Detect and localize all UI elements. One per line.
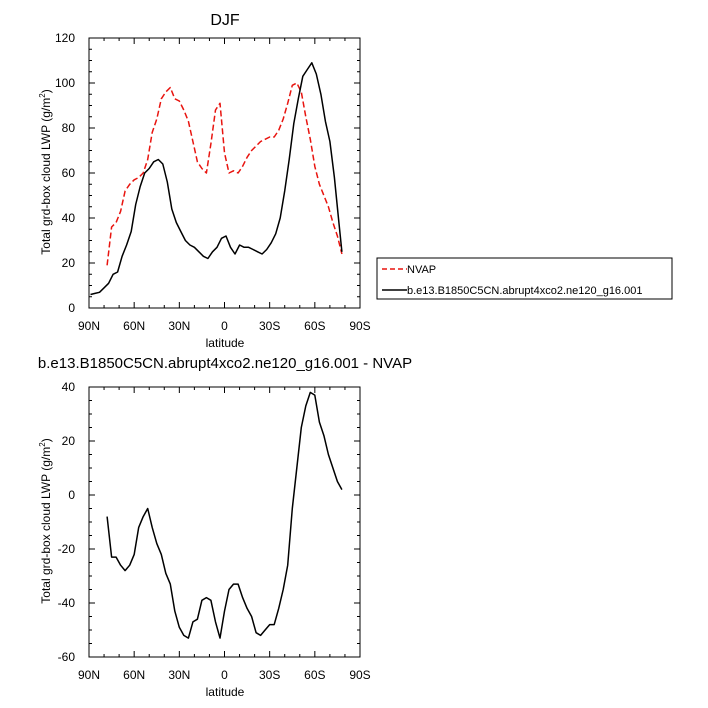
bottom-x-axis-label: latitude bbox=[206, 685, 245, 699]
bottom-plot-lines bbox=[106, 391, 343, 639]
svg-text:Total grd-box cloud LWP (g/m2): Total grd-box cloud LWP (g/m2) bbox=[38, 438, 53, 603]
bottom-x-axis: 90N 60N 30N 0 30S 60S 90S bbox=[78, 387, 371, 682]
top-x-tick-label: 60S bbox=[304, 319, 325, 333]
bottom-x-tick-label: 0 bbox=[221, 668, 228, 682]
bottom-x-tick-label: 90S bbox=[349, 668, 370, 682]
top-series-line-0 bbox=[106, 82, 343, 266]
bottom-plot-frame bbox=[88, 386, 361, 658]
bottom-x-tick-label: 30S bbox=[259, 668, 280, 682]
bottom-series-line-0 bbox=[106, 391, 343, 639]
top-y-tick-label: 80 bbox=[62, 121, 76, 135]
top-plot-lines bbox=[90, 62, 343, 296]
bottom-y-tick-label: -20 bbox=[58, 542, 76, 556]
top-x-axis: 90N 60N 30N 0 30S 60S 90S bbox=[78, 38, 371, 333]
bottom-y-axis-label: Total grd-box cloud LWP (g/m2) bbox=[38, 438, 53, 603]
bottom-y-tick-label: 20 bbox=[62, 434, 76, 448]
legend: NVAP b.e13.B1850C5CN.abrupt4xco2.ne120_g… bbox=[376, 257, 673, 300]
bottom-x-tick-label: 60S bbox=[304, 668, 325, 682]
top-y-tick-label: 100 bbox=[55, 76, 75, 90]
top-x-tick-label: 30S bbox=[259, 319, 280, 333]
top-y-tick-label: 0 bbox=[68, 301, 75, 315]
top-x-tick-label: 90S bbox=[349, 319, 370, 333]
bottom-y-tick-label: 40 bbox=[62, 380, 76, 394]
legend-box bbox=[376, 257, 673, 300]
svg-text:Total grd-box cloud LWP (g/m2): Total grd-box cloud LWP (g/m2) bbox=[38, 89, 53, 254]
legend-model-label: b.e13.B1850C5CN.abrupt4xco2.ne120_g16.00… bbox=[407, 285, 642, 297]
top-y-axis: 0 20 40 60 80 100 120 bbox=[55, 31, 360, 315]
top-panel: DJF Total grd-box cloud LWP (g/m2) 0 20 40… bbox=[38, 12, 673, 350]
top-y-axis-label: Total grd-box cloud LWP (g/m2) bbox=[38, 89, 53, 254]
top-series-line-1 bbox=[90, 62, 343, 296]
bottom-x-tick-label: 60N bbox=[123, 668, 145, 682]
legend-nvap-label: NVAP bbox=[407, 264, 436, 276]
top-x-tick-label: 90N bbox=[78, 319, 100, 333]
bottom-panel: b.e13.B1850C5CN.abrupt4xco2.ne120_g16.00… bbox=[38, 355, 412, 699]
bottom-x-tick-label: 30N bbox=[168, 668, 190, 682]
top-plot-frame bbox=[88, 37, 361, 309]
top-y-tick-label: 40 bbox=[62, 211, 76, 225]
top-x-tick-label: 0 bbox=[221, 319, 228, 333]
top-x-tick-label: 60N bbox=[123, 319, 145, 333]
top-x-axis-label: latitude bbox=[206, 336, 245, 350]
top-y-tick-label: 60 bbox=[62, 166, 76, 180]
top-x-tick-label: 30N bbox=[168, 319, 190, 333]
top-y-tick-label: 120 bbox=[55, 31, 75, 45]
top-chart-title: DJF bbox=[210, 12, 240, 29]
top-y-tick-label: 20 bbox=[62, 256, 76, 270]
bottom-chart-title: b.e13.B1850C5CN.abrupt4xco2.ne120_g16.00… bbox=[38, 355, 412, 372]
bottom-y-tick-label: 0 bbox=[68, 488, 75, 502]
bottom-y-tick-label: -40 bbox=[58, 596, 76, 610]
bottom-x-tick-label: 90N bbox=[78, 668, 100, 682]
bottom-y-tick-label: -60 bbox=[58, 650, 76, 664]
bottom-y-axis: -60 -40 -20 0 20 40 bbox=[58, 380, 360, 664]
